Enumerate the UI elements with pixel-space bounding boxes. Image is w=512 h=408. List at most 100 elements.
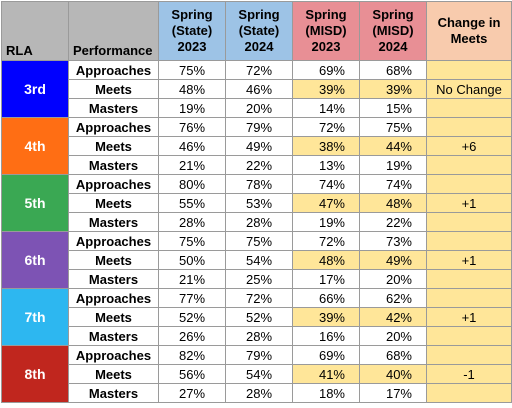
change-in-meets-cell: +6 <box>426 136 512 156</box>
state-2023-cell: 75% <box>158 231 226 251</box>
table-row: 8th Approaches 82% 79% 69% 68% <box>1 345 512 403</box>
state-2024-cell: 28% <box>225 383 293 403</box>
table-row: 3rd Approaches 75% 72% 69% 68% <box>1 60 512 118</box>
state-2023-cell: 21% <box>158 155 226 175</box>
performance-level-cell: Approaches <box>68 345 159 365</box>
header-rla: RLA <box>1 1 69 61</box>
misd-2023-cell: 41% <box>292 364 360 384</box>
state-2023-cell: 80% <box>158 174 226 194</box>
misd-2024-cell: 20% <box>359 326 427 346</box>
header-misd-2023: Spring (MISD) 2023 <box>292 1 360 61</box>
state-2023-cell: 27% <box>158 383 226 403</box>
table-row: Meets 50% 54% 48% 49% +1 <box>2 250 512 270</box>
misd-2023-cell: 19% <box>292 212 360 232</box>
table-row: 5th Approaches 80% 78% 74% 74% <box>1 174 512 232</box>
state-2023-cell: 77% <box>158 288 226 308</box>
state-2024-cell: 53% <box>225 193 293 213</box>
table-row: Meets 56% 54% 41% 40% -1 <box>2 364 512 384</box>
grade-cell: 8th <box>1 345 69 403</box>
misd-2024-cell: 75% <box>359 117 427 137</box>
state-2023-cell: 28% <box>158 212 226 232</box>
change-in-meets-cell <box>426 326 512 346</box>
performance-level-cell: Meets <box>68 79 159 99</box>
performance-level-cell: Approaches <box>68 60 159 80</box>
performance-level-cell: Meets <box>68 193 159 213</box>
change-in-meets-cell <box>426 174 512 194</box>
change-in-meets-cell <box>426 345 512 365</box>
state-2023-cell: 48% <box>158 79 226 99</box>
table-row: Meets 52% 52% 39% 42% +1 <box>2 307 512 327</box>
change-in-meets-cell: +1 <box>426 250 512 270</box>
misd-2023-cell: 72% <box>292 231 360 251</box>
header-row: RLA Performance Spring (State) 2023 Spring… <box>1 1 512 61</box>
change-in-meets-cell: +1 <box>426 307 512 327</box>
change-in-meets-cell <box>426 155 512 175</box>
state-2024-cell: 54% <box>225 364 293 384</box>
misd-2024-cell: 62% <box>359 288 427 308</box>
performance-level-cell: Meets <box>68 307 159 327</box>
state-2024-cell: 28% <box>225 326 293 346</box>
state-2024-cell: 72% <box>225 60 293 80</box>
change-in-meets-cell <box>426 383 512 403</box>
table-row: Masters 21% 22% 13% 19% <box>2 155 512 175</box>
state-2023-cell: 46% <box>158 136 226 156</box>
table-row: 6th Approaches 75% 75% 72% 73% <box>1 231 512 289</box>
table-row: Masters 28% 28% 19% 22% <box>2 212 512 232</box>
misd-2024-cell: 40% <box>359 364 427 384</box>
change-in-meets-cell <box>426 60 512 80</box>
table-row: Meets 46% 49% 38% 44% +6 <box>2 136 512 156</box>
table-row: Masters 21% 25% 17% 20% <box>2 269 512 289</box>
misd-2023-cell: 17% <box>292 269 360 289</box>
performance-level-cell: Approaches <box>68 174 159 194</box>
table-row: Meets 48% 46% 39% 39% No Change <box>2 79 512 99</box>
performance-level-cell: Meets <box>68 250 159 270</box>
performance-level-cell: Masters <box>68 212 159 232</box>
state-2024-cell: 79% <box>225 117 293 137</box>
header-state-2023: Spring (State) 2023 <box>158 1 226 61</box>
state-2024-cell: 72% <box>225 288 293 308</box>
state-2024-cell: 54% <box>225 250 293 270</box>
header-misd-2024: Spring (MISD) 2024 <box>359 1 427 61</box>
header-state-2024: Spring (State) 2024 <box>225 1 293 61</box>
performance-level-cell: Meets <box>68 136 159 156</box>
grade-cell: 6th <box>1 231 69 289</box>
state-2023-cell: 82% <box>158 345 226 365</box>
change-in-meets-cell <box>426 212 512 232</box>
state-2024-cell: 49% <box>225 136 293 156</box>
table-row: 7th Approaches 77% 72% 66% 62% <box>1 288 512 346</box>
state-2024-cell: 75% <box>225 231 293 251</box>
misd-2023-cell: 47% <box>292 193 360 213</box>
misd-2023-cell: 14% <box>292 98 360 118</box>
performance-level-cell: Approaches <box>68 288 159 308</box>
state-2023-cell: 55% <box>158 193 226 213</box>
state-2023-cell: 21% <box>158 269 226 289</box>
state-2024-cell: 25% <box>225 269 293 289</box>
performance-level-cell: Approaches <box>68 231 159 251</box>
performance-level-cell: Masters <box>68 155 159 175</box>
state-2023-cell: 52% <box>158 307 226 327</box>
misd-2024-cell: 68% <box>359 345 427 365</box>
state-2023-cell: 75% <box>158 60 226 80</box>
misd-2023-cell: 38% <box>292 136 360 156</box>
state-2024-cell: 20% <box>225 98 293 118</box>
misd-2024-cell: 17% <box>359 383 427 403</box>
state-2023-cell: 26% <box>158 326 226 346</box>
misd-2023-cell: 69% <box>292 60 360 80</box>
misd-2023-cell: 66% <box>292 288 360 308</box>
misd-2024-cell: 15% <box>359 98 427 118</box>
performance-level-cell: Meets <box>68 364 159 384</box>
change-in-meets-cell: +1 <box>426 193 512 213</box>
misd-2023-cell: 48% <box>292 250 360 270</box>
state-2024-cell: 79% <box>225 345 293 365</box>
state-2023-cell: 76% <box>158 117 226 137</box>
header-performance: Performance <box>68 1 159 61</box>
grade-cell: 4th <box>1 117 69 175</box>
performance-level-cell: Masters <box>68 98 159 118</box>
misd-2023-cell: 69% <box>292 345 360 365</box>
performance-level-cell: Masters <box>68 383 159 403</box>
state-2024-cell: 22% <box>225 155 293 175</box>
misd-2024-cell: 44% <box>359 136 427 156</box>
change-in-meets-cell <box>426 117 512 137</box>
grade-cell: 5th <box>1 174 69 232</box>
